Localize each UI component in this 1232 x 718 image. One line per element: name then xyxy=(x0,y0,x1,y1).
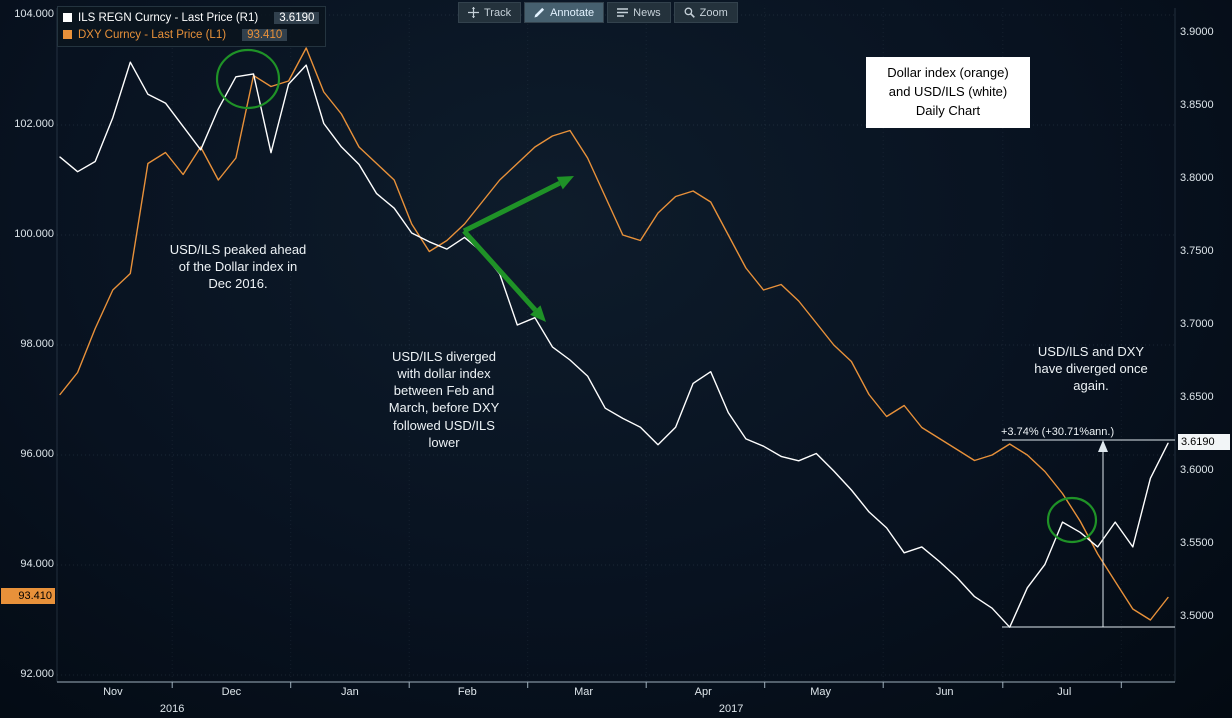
left-axis-tick: 92.000 xyxy=(20,668,54,680)
news-button-label: News xyxy=(633,6,661,19)
annotate-button[interactable]: Annotate xyxy=(524,2,605,23)
legend-item-usdils[interactable]: ILS REGN Curncy - Last Price (R1) 3.6190 xyxy=(63,9,320,26)
right-axis-tick: 3.9000 xyxy=(1180,26,1214,38)
right-axis-tick: 3.6500 xyxy=(1180,391,1214,403)
chart-legend: ILS REGN Curncy - Last Price (R1) 3.6190… xyxy=(57,6,327,47)
usdils-last-price-chip: 3.6190 xyxy=(1178,434,1230,451)
x-axis-month: Nov xyxy=(103,686,123,698)
green-arrow-to-dxy-peak[interactable] xyxy=(462,176,574,234)
dxy-series-swatch xyxy=(63,30,72,39)
annotate-button-label: Annotate xyxy=(550,6,595,19)
legend-value-dxy: 93.410 xyxy=(242,28,288,41)
chart-title-note-box[interactable]: Dollar index (orange) and USD/ILS (white… xyxy=(866,57,1030,128)
track-button[interactable]: Track xyxy=(458,2,522,23)
legend-item-dxy[interactable]: DXY Curncy - Last Price (L1) 93.410 xyxy=(63,26,319,43)
annotation-percent-change-label: +3.74% (+30.71%ann.) xyxy=(1001,426,1115,438)
right-axis-tick: 3.5500 xyxy=(1180,537,1214,549)
x-axis-month: Dec xyxy=(221,686,242,698)
price-line-usdils xyxy=(59,61,1169,628)
annotation-divergence-note[interactable]: USD/ILS diverged with dollar index betwe… xyxy=(388,349,500,450)
x-axis-month: Apr xyxy=(694,686,712,698)
annotation-peak-note[interactable]: USD/ILS peaked ahead of the Dollar index… xyxy=(169,242,307,292)
x-axis-month: Feb xyxy=(457,686,477,698)
usdils-series-swatch xyxy=(63,13,72,22)
left-axis-tick: 100.000 xyxy=(14,228,54,240)
zoom-button-label: Zoom xyxy=(699,6,728,19)
price-line-dxy xyxy=(59,47,1169,621)
green-circle-dec-peak[interactable] xyxy=(215,48,281,110)
right-axis-tick: 3.8000 xyxy=(1180,172,1214,184)
x-axis-month: Mar xyxy=(574,686,594,698)
right-axis-tick: 3.7500 xyxy=(1180,245,1214,257)
x-axis-month: Jan xyxy=(341,686,359,698)
left-axis-tick: 104.000 xyxy=(14,8,54,20)
right-axis-tick: 3.8500 xyxy=(1180,99,1214,111)
right-axis-tick: 3.7000 xyxy=(1180,318,1214,330)
annotation-rediverge-note[interactable]: USD/ILS and DXY have diverged once again… xyxy=(1034,344,1148,394)
legend-value-usdils: 3.6190 xyxy=(274,11,320,24)
x-axis-month: Jul xyxy=(1057,686,1072,698)
legend-label-usdils: ILS REGN Curncy - Last Price (R1) xyxy=(78,11,259,24)
track-icon xyxy=(468,7,479,18)
x-axis-month: May xyxy=(810,686,831,698)
percent-change-measure[interactable] xyxy=(1002,439,1175,628)
left-axis-tick: 96.000 xyxy=(20,448,54,460)
left-axis-tick: 94.000 xyxy=(20,558,54,570)
news-icon xyxy=(617,7,629,18)
left-axis-tick: 98.000 xyxy=(20,338,54,350)
x-axis-year: 2016 xyxy=(159,703,185,715)
news-button[interactable]: News xyxy=(607,2,671,23)
annotate-icon xyxy=(534,7,545,18)
green-arrow-to-usdils-low[interactable] xyxy=(462,229,546,322)
measure-arrowhead xyxy=(1098,440,1108,452)
green-circle-jul-divergence[interactable] xyxy=(1046,496,1098,544)
x-axis-year: 2017 xyxy=(718,703,744,715)
x-axis-month: Jun xyxy=(935,686,954,698)
legend-label-dxy: DXY Curncy - Last Price (L1) xyxy=(78,28,227,41)
right-axis-tick: 3.6000 xyxy=(1180,464,1214,476)
dxy-last-price-chip: 93.410 xyxy=(1,588,55,605)
track-button-label: Track xyxy=(484,6,512,19)
zoom-icon xyxy=(684,7,695,18)
right-axis-tick: 3.5000 xyxy=(1180,610,1214,622)
zoom-button[interactable]: Zoom xyxy=(673,2,738,23)
left-axis-tick: 102.000 xyxy=(14,118,54,130)
chart-toolbar: Track Annotate News Zoom xyxy=(458,2,738,23)
